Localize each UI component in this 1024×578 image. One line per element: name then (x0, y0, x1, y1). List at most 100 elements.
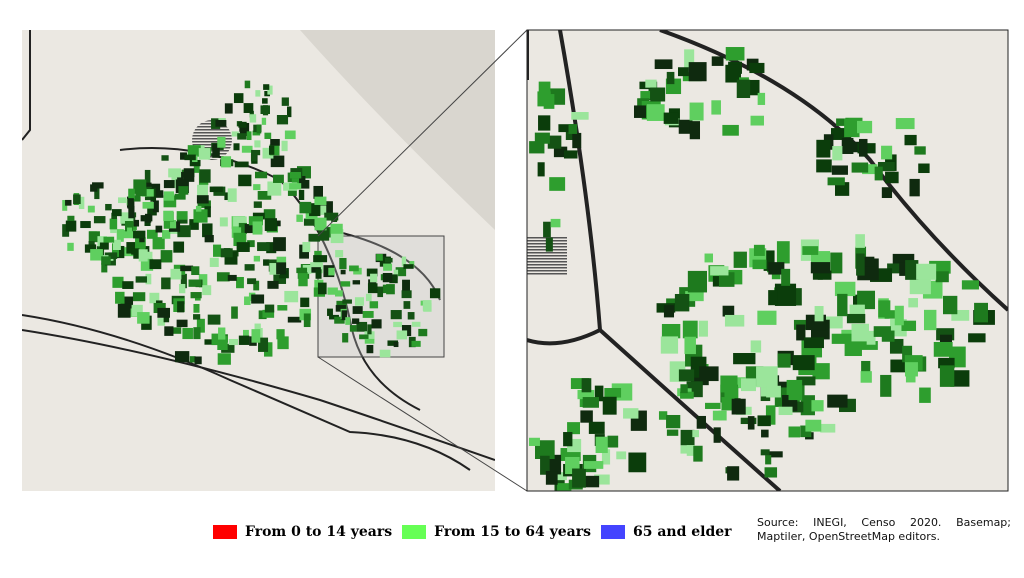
urban-block (251, 149, 261, 156)
urban-block (112, 276, 124, 288)
urban-block (244, 296, 251, 306)
urban-block (115, 291, 125, 304)
urban-block (740, 378, 756, 392)
urban-block (646, 104, 665, 121)
urban-block (666, 71, 675, 85)
urban-block (786, 379, 803, 401)
urban-block (749, 62, 765, 74)
urban-block (418, 328, 428, 337)
left-map (22, 30, 495, 471)
urban-block (217, 136, 226, 148)
urban-block (111, 209, 122, 217)
urban-block (269, 144, 280, 156)
urban-block (281, 97, 289, 106)
urban-block (163, 180, 175, 189)
urban-block (718, 272, 735, 287)
urban-block (197, 184, 208, 199)
urban-block (831, 165, 848, 175)
urban-block (379, 349, 391, 358)
urban-block (215, 119, 227, 127)
urban-block (538, 115, 551, 131)
urban-block (233, 93, 244, 104)
urban-block (831, 333, 853, 344)
urban-block (894, 305, 904, 326)
urban-block (736, 79, 751, 98)
urban-block (315, 269, 322, 279)
urban-block (705, 402, 721, 409)
urban-block (120, 212, 134, 224)
urban-block (538, 81, 551, 96)
urban-block (411, 340, 421, 347)
urban-block (146, 229, 158, 239)
urban-block (97, 236, 107, 247)
urban-block (595, 436, 608, 454)
urban-block (266, 242, 277, 254)
urban-block (756, 366, 778, 388)
connector (317, 356, 528, 492)
urban-block (78, 196, 85, 209)
urban-block (180, 152, 187, 160)
urban-block (105, 203, 112, 211)
urban-block (623, 408, 639, 419)
urban-block (233, 143, 240, 151)
urban-block (277, 336, 289, 350)
urban-block (340, 281, 351, 287)
urban-block (923, 309, 937, 331)
urban-block (164, 326, 174, 336)
urban-block (270, 155, 285, 168)
urban-block (155, 225, 163, 233)
urban-block (238, 121, 247, 128)
urban-block (152, 237, 165, 250)
urban-block (264, 90, 270, 97)
urban-block (820, 423, 836, 433)
urban-block (342, 333, 349, 343)
urban-block (93, 216, 106, 224)
urban-block (860, 371, 872, 383)
urban-block (666, 414, 681, 429)
urban-block (254, 140, 261, 148)
urban-block (135, 188, 147, 197)
urban-block (199, 169, 211, 183)
urban-block (238, 222, 247, 234)
urban-block (202, 223, 213, 238)
urban-block (711, 100, 721, 115)
legend-swatch (213, 525, 237, 539)
urban-block (761, 429, 769, 438)
urban-block (263, 259, 270, 266)
urban-block (349, 325, 357, 332)
urban-block (250, 153, 257, 162)
urban-block (874, 166, 883, 181)
urban-block (563, 150, 578, 159)
urban-block (139, 237, 145, 243)
urban-block (262, 309, 275, 318)
urban-block (680, 445, 691, 454)
urban-block (118, 197, 127, 204)
urban-block (287, 106, 292, 118)
urban-block (557, 483, 572, 491)
urban-block (693, 445, 703, 462)
urban-block (324, 226, 336, 238)
legend-label: From 0 to 14 years (245, 524, 393, 540)
urban-block (764, 467, 778, 478)
urban-block (367, 283, 378, 294)
urban-block (196, 318, 205, 333)
urban-block (796, 376, 816, 386)
urban-block (594, 385, 604, 402)
urban-block (689, 121, 701, 140)
urban-block (369, 301, 379, 309)
urban-block (640, 91, 651, 100)
urban-block (128, 188, 135, 199)
urban-block (827, 394, 848, 408)
urban-block (403, 301, 411, 309)
urban-block (861, 360, 871, 380)
urban-block (858, 138, 868, 157)
urban-block (902, 345, 913, 363)
urban-block (537, 91, 551, 107)
urban-block (162, 230, 171, 239)
urban-block (684, 336, 696, 355)
urban-block (88, 231, 100, 243)
urban-block (144, 169, 151, 184)
urban-block (752, 259, 767, 270)
urban-block (202, 285, 212, 296)
urban-block (905, 373, 916, 383)
